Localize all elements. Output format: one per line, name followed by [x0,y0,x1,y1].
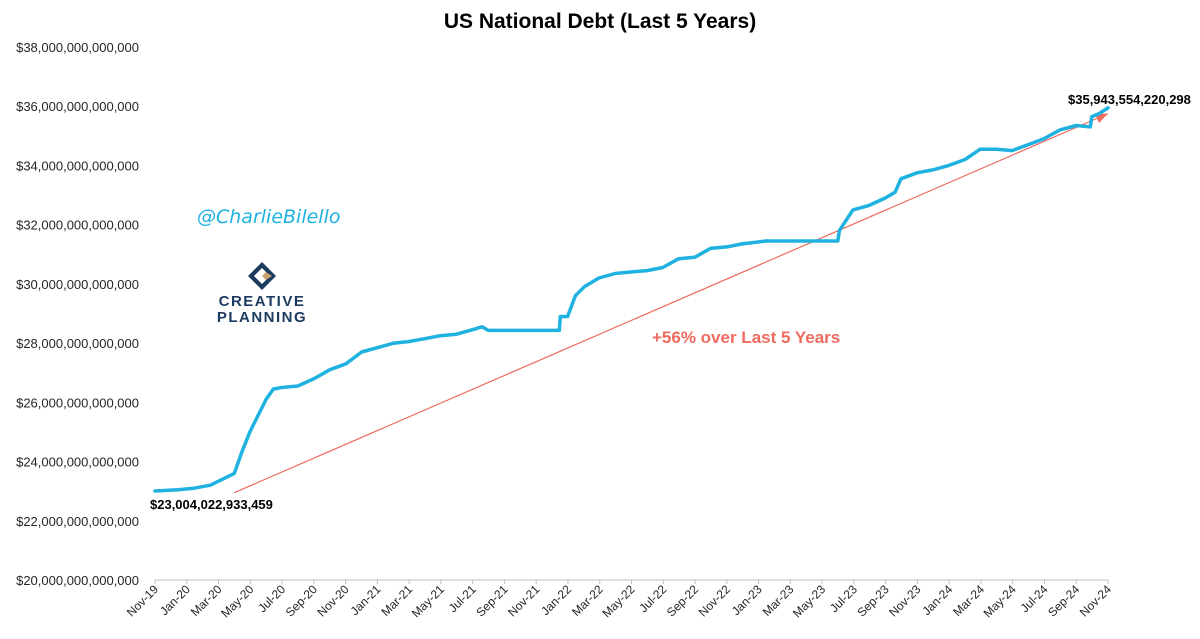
x-tick-label: Jan-22 [538,582,574,618]
x-tick-label: Nov-24 [1077,582,1114,619]
x-tick-label: Mar-23 [760,582,797,619]
start-value-label: $23,004,022,933,459 [150,497,273,512]
x-tick-label: Mar-22 [569,582,606,619]
y-tick-label: $28,000,000,000,000 [16,336,139,351]
growth-annotation: +56% over Last 5 Years [652,328,840,347]
series-line-us-national-debt [153,106,1110,493]
logo-line-planning: PLANNING [217,309,307,326]
creative-planning-logo-icon [248,262,276,290]
x-tick-label: May-21 [409,582,447,620]
y-tick-label: $20,000,000,000,000 [16,573,139,588]
y-tick-label: $26,000,000,000,000 [16,395,139,410]
x-tick-label: May-23 [790,582,828,620]
x-tick-label: Jan-20 [157,582,193,618]
x-tick-label: Jan-23 [729,582,765,618]
y-axis: $20,000,000,000,000 $22,000,000,000,000 $2… [16,40,139,588]
y-tick-label: $30,000,000,000,000 [16,277,139,292]
x-tick-label: Sep-24 [1045,582,1082,619]
x-tick-label: Nov-21 [505,582,542,619]
x-tick-label: May-22 [599,582,637,620]
logo-line-creative: CREATIVE [219,293,306,310]
x-tick-label: Sep-20 [283,582,320,619]
x-tick-label: Jan-24 [919,582,955,618]
end-value-label: $35,943,554,220,298 [1068,92,1191,107]
x-tick-label: May-24 [981,582,1019,620]
x-tick-label: Mar-24 [950,582,987,619]
trend-arrow-head [1095,113,1108,123]
x-tick-label: May-20 [218,582,256,620]
x-tick-label: Nov-20 [314,582,351,619]
y-tick-label: $34,000,000,000,000 [16,158,139,173]
x-axis: Nov-19Jan-20Mar-20May-20Jul-20Sep-20Nov-… [124,579,1114,620]
author-handle: @CharlieBilello [197,206,340,228]
trend-arrow-line [234,113,1109,494]
x-tick-label: Mar-21 [378,582,415,619]
x-tick-label: Sep-23 [854,582,891,619]
y-tick-label: $24,000,000,000,000 [16,455,139,470]
x-tick-label: Nov-23 [886,582,923,619]
x-tick-label: Sep-21 [473,582,510,619]
x-tick-label: Sep-22 [664,582,701,619]
y-tick-label: $38,000,000,000,000 [16,40,139,55]
y-tick-label: $32,000,000,000,000 [16,218,139,233]
x-tick-label: Jan-21 [348,582,384,618]
chart-title: US National Debt (Last 5 Years) [444,10,756,33]
x-tick-label: Mar-20 [188,582,225,619]
y-tick-label: $36,000,000,000,000 [16,99,139,114]
x-tick-label: Nov-22 [696,582,733,619]
y-tick-label: $22,000,000,000,000 [16,514,139,529]
